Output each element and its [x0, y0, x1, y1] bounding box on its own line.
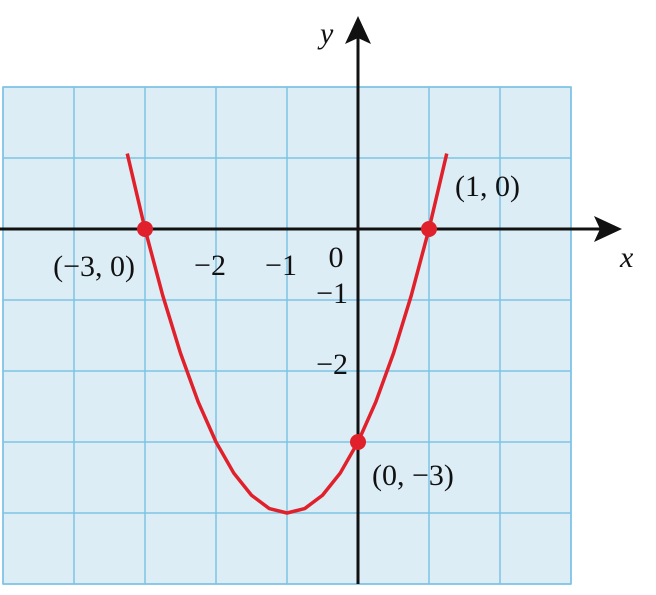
point — [350, 434, 366, 450]
curve — [125, 153, 449, 515]
plot-border — [2, 86, 572, 585]
axes — [0, 16, 622, 584]
x-arrow — [594, 216, 622, 242]
y-axis-label: y — [317, 17, 334, 50]
x-tick-label: −2 — [194, 249, 226, 282]
x-tick-label: −1 — [265, 249, 297, 282]
x-axis-label: x — [619, 241, 634, 274]
point — [137, 221, 153, 237]
point-label: (1, 0) — [455, 170, 520, 203]
point — [421, 221, 437, 237]
point-label: (−3, 0) — [53, 250, 135, 283]
x-tick-label: 0 — [329, 241, 344, 274]
y-tick-label: −2 — [316, 348, 348, 381]
y-tick-label: −1 — [316, 277, 348, 310]
point-label: (0, −3) — [372, 459, 454, 492]
y-arrow — [345, 16, 371, 44]
